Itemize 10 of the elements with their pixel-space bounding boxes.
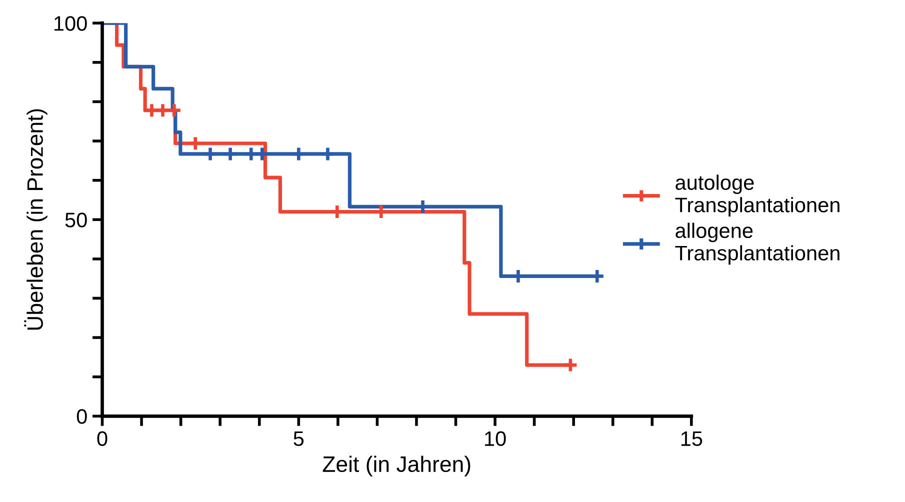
- y-axis-title: Überleben (in Prozent): [24, 109, 48, 330]
- x-tick-label: 15: [681, 432, 702, 446]
- y-tick-label: 100: [54, 16, 87, 31]
- x-tick-label: 10: [485, 431, 506, 446]
- x-axis-title: Zeit (in Jahren): [322, 456, 470, 476]
- x-tick-label: 5: [294, 432, 304, 446]
- legend-label: allogene Transplantationen: [675, 222, 840, 265]
- x-tick-label: 0: [97, 431, 108, 446]
- y-tick-label: 50: [65, 212, 87, 228]
- y-tick-label: 0: [76, 409, 87, 424]
